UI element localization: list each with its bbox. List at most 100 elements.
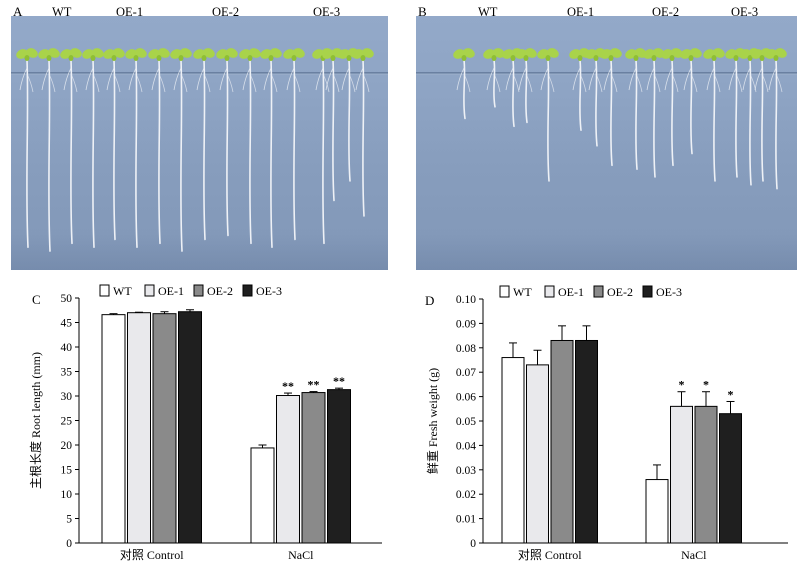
seedling bbox=[260, 48, 282, 248]
lateral-root bbox=[19, 67, 28, 91]
cotyledon bbox=[463, 48, 475, 58]
seedling bbox=[16, 48, 38, 248]
bar bbox=[101, 314, 126, 544]
primary-root bbox=[761, 59, 764, 182]
primary-root bbox=[135, 59, 138, 248]
primary-root bbox=[203, 59, 206, 241]
lateral-root bbox=[219, 67, 228, 91]
y-tick-label: 30 bbox=[61, 391, 73, 403]
y-tick-label: 40 bbox=[61, 342, 73, 354]
seedling bbox=[483, 48, 505, 108]
significance-mark: * bbox=[703, 378, 709, 392]
primary-root bbox=[70, 59, 73, 245]
seedling bbox=[537, 48, 559, 182]
bar bbox=[327, 389, 351, 544]
bar bbox=[276, 395, 300, 544]
bar bbox=[250, 447, 275, 544]
x-category-label: NaCl bbox=[288, 548, 314, 562]
seedling bbox=[82, 48, 104, 248]
y-tick-label: 0.03 bbox=[456, 465, 476, 477]
seedling bbox=[103, 48, 125, 241]
hypocotyl bbox=[510, 55, 516, 61]
cotyledon bbox=[180, 48, 192, 58]
lateral-root bbox=[735, 73, 743, 93]
hypocotyl bbox=[360, 55, 366, 61]
panel-label-a: A bbox=[13, 4, 23, 19]
lateral-root bbox=[547, 73, 555, 93]
lateral-root bbox=[588, 67, 597, 91]
legend-swatch bbox=[144, 284, 155, 297]
cotyledon bbox=[312, 49, 324, 59]
cotyledon bbox=[725, 49, 737, 59]
legend-label: OE-2 bbox=[607, 285, 633, 299]
lateral-root bbox=[683, 67, 692, 91]
hypocotyl bbox=[330, 55, 336, 61]
hypocotyl bbox=[773, 55, 779, 61]
legend-label: OE-1 bbox=[558, 285, 584, 299]
lateral-root bbox=[203, 73, 211, 93]
hypocotyl bbox=[523, 55, 529, 61]
panel-a-group-label-oe-1: OE-1 bbox=[116, 5, 144, 19]
lateral-root bbox=[456, 67, 465, 91]
x-category-label: 对照 Control bbox=[120, 548, 184, 562]
panel-label-d: D bbox=[425, 293, 434, 308]
legend-swatch bbox=[499, 285, 510, 298]
lateral-root bbox=[595, 73, 603, 93]
lateral-root bbox=[579, 73, 587, 93]
cotyledon bbox=[113, 48, 125, 58]
legend-label: WT bbox=[113, 284, 132, 298]
hypocotyl bbox=[733, 55, 739, 61]
seedling bbox=[453, 48, 475, 120]
bar bbox=[301, 392, 326, 544]
lateral-root bbox=[341, 67, 350, 91]
primary-root bbox=[775, 59, 778, 190]
cotyledon bbox=[270, 48, 282, 58]
legend-label: OE-3 bbox=[656, 285, 682, 299]
lateral-root bbox=[63, 67, 72, 91]
cotyledon bbox=[92, 48, 104, 58]
primary-root bbox=[735, 59, 738, 178]
seedling bbox=[60, 48, 82, 245]
seedling bbox=[515, 48, 537, 124]
lateral-root bbox=[505, 67, 514, 91]
lateral-root bbox=[493, 73, 501, 93]
legend-label: OE-3 bbox=[256, 284, 282, 298]
y-tick-label: 0.08 bbox=[456, 343, 476, 355]
cotyledon bbox=[322, 49, 334, 59]
panel-b-seedlings bbox=[453, 48, 787, 190]
primary-root bbox=[26, 59, 29, 248]
lateral-root bbox=[628, 67, 637, 91]
hypocotyl bbox=[247, 55, 253, 61]
lateral-root bbox=[322, 73, 330, 93]
hypocotyl bbox=[68, 55, 74, 61]
primary-root bbox=[348, 59, 351, 182]
cotyledon bbox=[765, 49, 777, 59]
hypocotyl bbox=[24, 55, 30, 61]
y-tick-label: 0.04 bbox=[456, 440, 476, 452]
lateral-root bbox=[761, 73, 769, 93]
plate-edge bbox=[416, 72, 797, 75]
significance-mark: * bbox=[728, 387, 734, 401]
lateral-root bbox=[749, 73, 757, 93]
cotyledon bbox=[525, 48, 537, 58]
hypocotyl bbox=[178, 55, 184, 61]
primary-root bbox=[226, 59, 229, 237]
lateral-root bbox=[332, 73, 340, 93]
lateral-root bbox=[728, 67, 737, 91]
lateral-root bbox=[106, 67, 115, 91]
y-tick-label: 25 bbox=[61, 416, 73, 428]
lateral-root bbox=[85, 67, 94, 91]
y-tick-label: 0.01 bbox=[456, 514, 476, 526]
panel-b-group-label-oe-3: OE-3 bbox=[731, 5, 759, 19]
lateral-root bbox=[610, 73, 618, 93]
hypocotyl bbox=[201, 55, 207, 61]
y-tick-label: 50 bbox=[61, 293, 73, 305]
hypocotyl bbox=[633, 55, 639, 61]
cotyledon bbox=[625, 49, 637, 59]
bar bbox=[127, 312, 151, 544]
y-axis-label: 鲜重 Fresh weight (g) bbox=[426, 368, 440, 474]
cotyledon bbox=[26, 48, 38, 58]
primary-root bbox=[671, 59, 674, 167]
cotyledon bbox=[515, 49, 527, 59]
